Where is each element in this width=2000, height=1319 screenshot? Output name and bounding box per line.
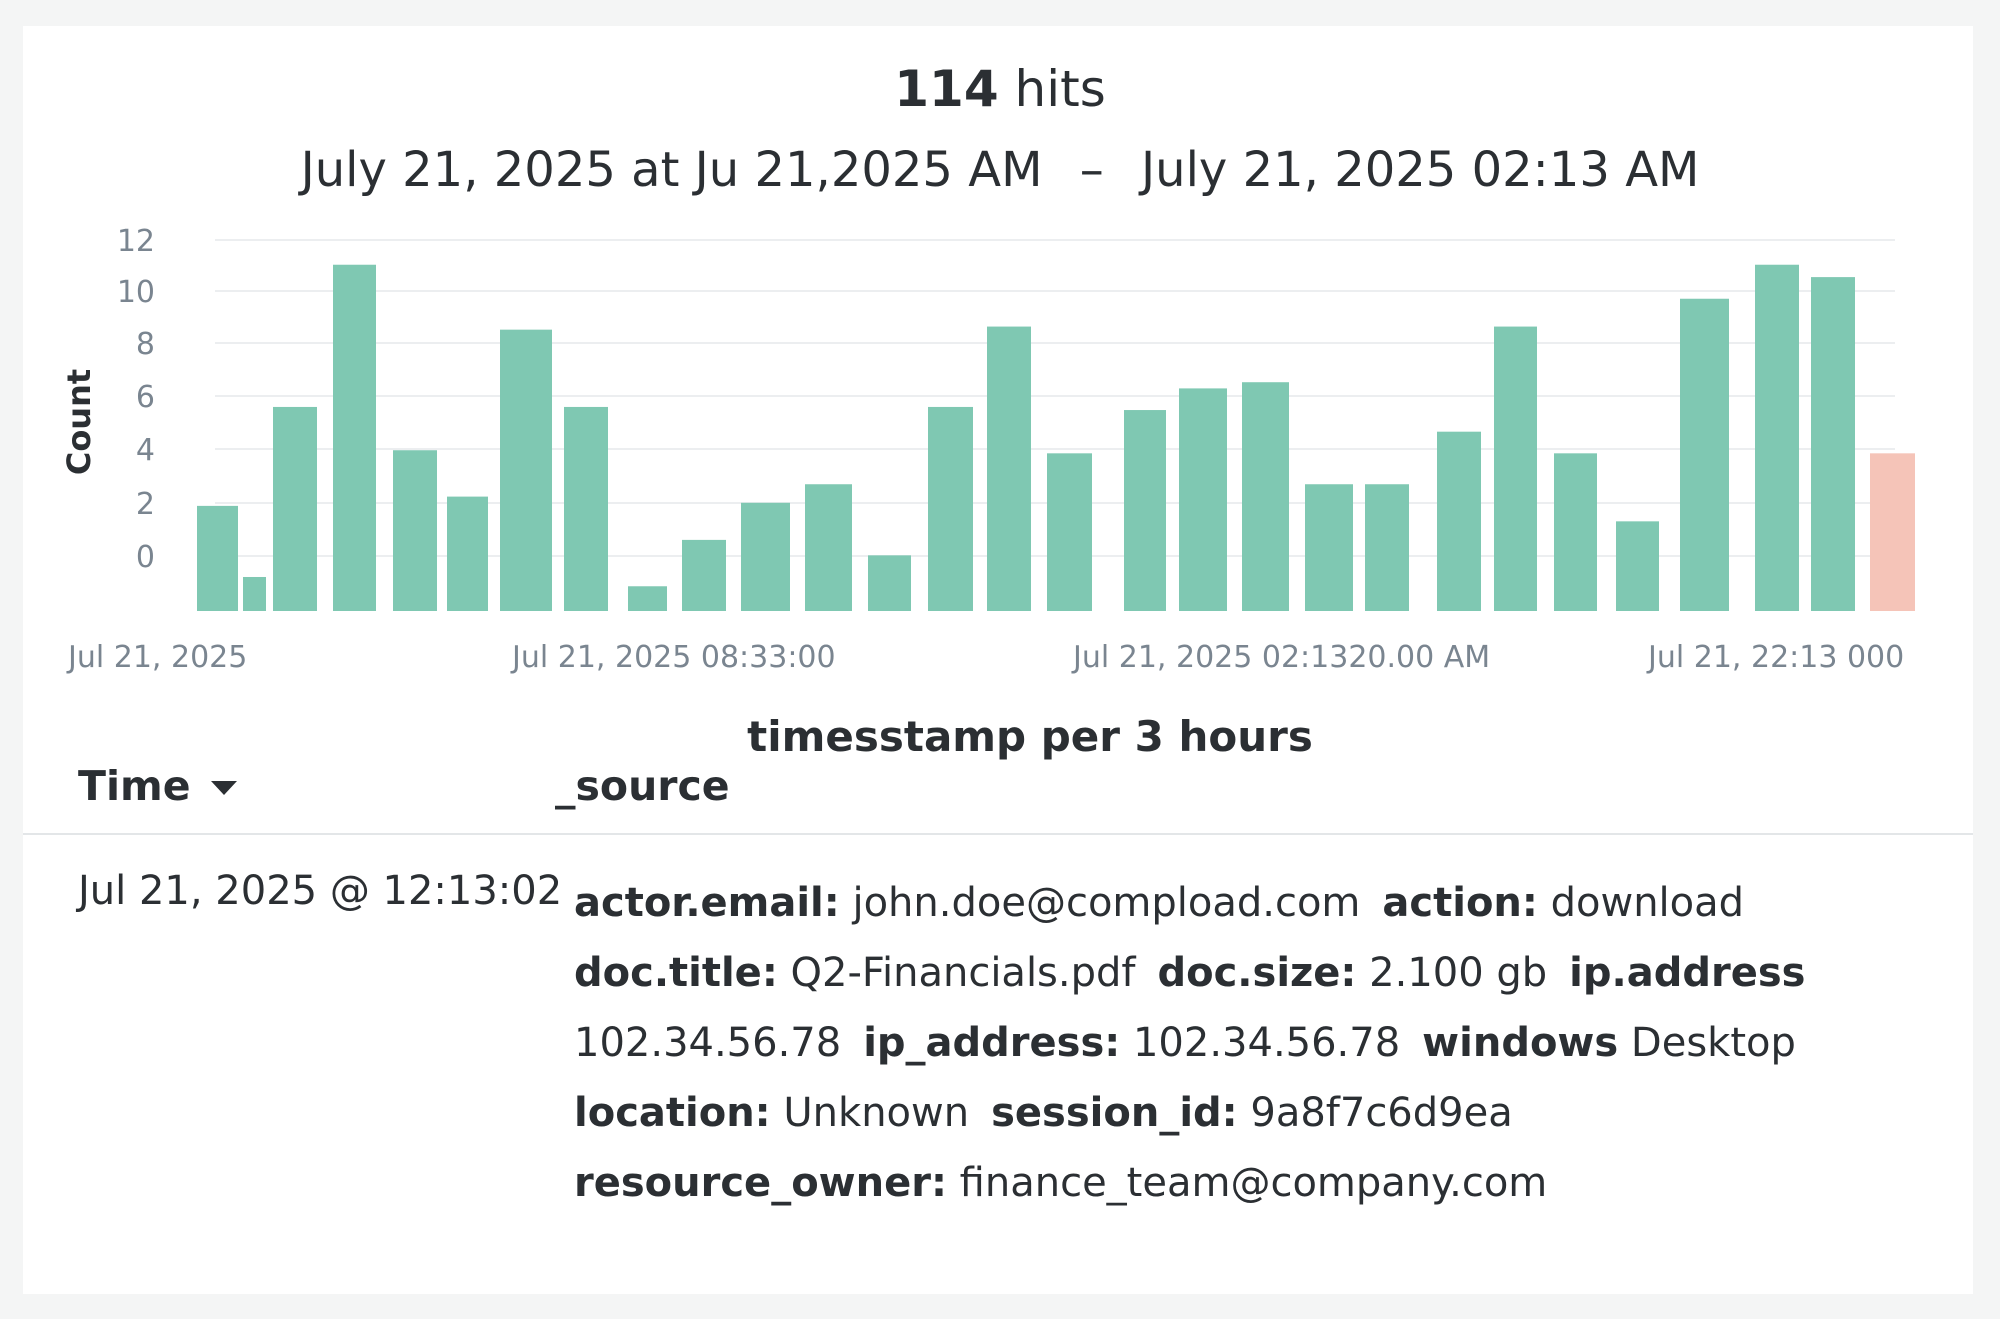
chart-bar[interactable] (500, 329, 552, 611)
field-key-windows: windows (1422, 1020, 1619, 1066)
sort-descending-icon[interactable] (210, 781, 237, 795)
source-line: doc.title: Q2-Financials.pdf doc.size: 2.… (574, 938, 1934, 1008)
field-value-session-id: 9a8f7c6d9ea (1250, 1090, 1513, 1136)
range-separator: – (1079, 142, 1104, 198)
field-value-doc-title: Q2-Financials.pdf (790, 950, 1136, 996)
chart-bar[interactable] (628, 586, 667, 611)
chart-bar[interactable] (243, 576, 266, 611)
x-tick-label: Jul 21, 2025 08:33:00 (510, 640, 836, 675)
range-end: July 21, 2025 02:13 AM (1141, 142, 1700, 198)
chart-bar[interactable] (1365, 484, 1409, 611)
y-tick-label: 0 (136, 540, 155, 575)
y-axis-ticks: 12 10 8 6 4 2 0 (117, 224, 155, 575)
y-tick-label: 2 (136, 487, 155, 522)
chart-bar[interactable] (1179, 388, 1227, 611)
y-tick-label: 6 (136, 380, 155, 415)
field-key-doc-size: doc.size: (1157, 950, 1357, 996)
chart-bar[interactable] (805, 484, 852, 611)
chart-bar[interactable] (987, 326, 1031, 611)
chart-bar[interactable] (1437, 431, 1481, 611)
field-value-resource-owner: finance_team@company.com (959, 1160, 1548, 1206)
field-key-doc-title: doc.title: (574, 950, 778, 996)
y-axis-label: Count (60, 369, 98, 475)
field-key-resource-owner: resource_owner: (574, 1160, 947, 1206)
source-line: resource_owner: finance_team@company.com (574, 1148, 1934, 1218)
table-row[interactable]: Jul 21, 2025 @ 12:13:02 actor.email: joh… (0, 860, 2000, 1220)
field-value-actor-email: john.doe@compload.com (852, 880, 1361, 926)
chart-bars[interactable] (197, 264, 1915, 611)
field-key-actor-email: actor.email: (574, 880, 840, 926)
results-panel (23, 26, 1973, 1294)
chart-bar[interactable] (1494, 326, 1537, 611)
chart-bar[interactable] (928, 406, 973, 611)
chart-bar[interactable] (1870, 453, 1915, 611)
chart-bar[interactable] (1242, 382, 1289, 611)
header-divider (23, 833, 1973, 835)
source-column-header: _source (555, 762, 730, 810)
field-key-location: location: (574, 1090, 771, 1136)
chart-bar[interactable] (1680, 298, 1729, 611)
field-value-ip-address-2: 102.34.56.78 (1132, 1020, 1401, 1066)
source-line: actor.email: john.doe@compload.com action… (574, 868, 1934, 938)
hits-label: hits (1014, 60, 1106, 118)
hits-summary: 114 hits (0, 60, 2000, 118)
y-tick-label: 8 (136, 327, 155, 362)
chart-bar[interactable] (682, 539, 726, 611)
chart-bar[interactable] (1616, 521, 1659, 611)
chart-bar[interactable] (564, 406, 608, 611)
range-start: July 21, 2025 at Ju 21,2025 AM (300, 142, 1043, 198)
y-tick-label: 4 (136, 433, 155, 468)
field-key-action: action: (1382, 880, 1538, 926)
x-tick-label: Jul 21, 2025 (66, 640, 247, 675)
chart-bar[interactable] (1554, 453, 1597, 611)
x-axis-ticks: Jul 21, 2025 Jul 21, 2025 08:33:00 Jul 21,… (66, 640, 1904, 675)
x-tick-label: Jul 21, 22:13 000 (1646, 640, 1904, 675)
field-value-windows: Desktop (1630, 1020, 1796, 1066)
time-column-label: Time (78, 762, 191, 810)
y-tick-label: 10 (117, 275, 155, 310)
field-key-ip-address-2: ip_address: (863, 1020, 1121, 1066)
time-column-header[interactable]: Time (78, 762, 237, 810)
field-value-ip-address: 102.34.56.78 (574, 1020, 842, 1066)
chart-bar[interactable] (393, 450, 437, 611)
chart-bar[interactable] (1811, 277, 1855, 611)
chart-bar[interactable] (197, 505, 238, 611)
y-tick-label: 12 (117, 224, 155, 259)
x-axis-title: timesstamp per 3 hours (747, 712, 1313, 761)
chart-bar[interactable] (1047, 453, 1092, 611)
field-key-session-id: session_id: (991, 1090, 1238, 1136)
chart-bar[interactable] (1755, 264, 1799, 611)
time-range[interactable]: July 21, 2025 at Ju 21,2025 AM – July 21… (0, 142, 2000, 198)
chart-bar[interactable] (741, 502, 790, 611)
chart-bar[interactable] (868, 555, 911, 611)
field-value-location: Unknown (783, 1090, 970, 1136)
field-value-doc-size: 2.100 gb (1369, 950, 1548, 996)
chart-bar[interactable] (1305, 484, 1353, 611)
source-line: 102.34.56.78 ip_address: 102.34.56.78 wind… (574, 1008, 1934, 1078)
chart-bar[interactable] (447, 496, 488, 611)
field-value-action: download (1550, 880, 1745, 926)
chart-bar[interactable] (273, 406, 317, 611)
hits-count: 114 (894, 60, 999, 118)
chart-bar[interactable] (1124, 410, 1166, 611)
row-source-document: actor.email: john.doe@compload.com action… (574, 868, 1934, 1218)
field-key-ip-address: ip.address (1569, 950, 1806, 996)
x-tick-label: Jul 21, 2025 02:1320.00 AM (1071, 640, 1490, 675)
row-timestamp: Jul 21, 2025 @ 12:13:02 (78, 868, 563, 914)
chart-bar[interactable] (333, 264, 376, 611)
source-line: location: Unknown session_id: 9a8f7c6d9ea (574, 1078, 1934, 1148)
